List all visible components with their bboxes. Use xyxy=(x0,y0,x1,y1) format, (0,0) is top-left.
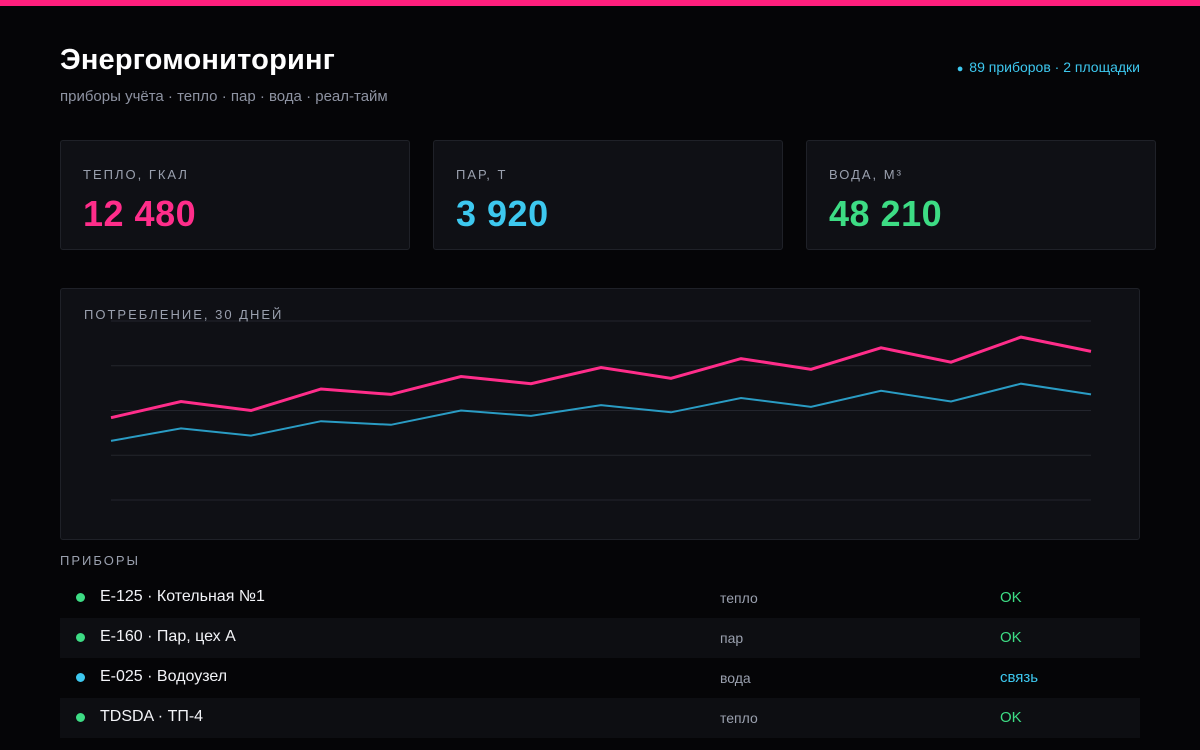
status-dot-icon xyxy=(76,633,85,642)
device-type: пар xyxy=(720,630,744,646)
device-row[interactable]: TDSDA · ТП-4 тепло OK xyxy=(60,698,1140,738)
device-status: OK xyxy=(1000,629,1022,646)
device-name: E-125 · Котельная №1 xyxy=(100,588,265,605)
page-subtitle: приборы учёта · тепло · пар · вода · реа… xyxy=(60,88,388,105)
device-type: вода xyxy=(720,670,751,686)
device-name: TDSDA · ТП-4 xyxy=(100,708,204,725)
device-list: E-125 · Котельная №1 тепло OK E-160 · Па… xyxy=(60,578,1140,738)
device-type: тепло xyxy=(720,590,758,606)
device-row[interactable]: E-025 · Водоузел вода связь xyxy=(60,658,1140,698)
chart-series-line-1 xyxy=(110,335,1092,420)
chart-series-line-2 xyxy=(110,382,1092,442)
page-title: Энергомониторинг xyxy=(60,44,336,76)
status-dot-icon xyxy=(76,593,85,602)
device-status: OK xyxy=(1000,709,1022,726)
kpi-label: ПАР, Т xyxy=(456,167,508,182)
device-name: E-025 · Водоузел xyxy=(100,668,228,685)
device-row[interactable]: E-125 · Котельная №1 тепло OK xyxy=(60,578,1140,618)
consumption-chart-panel: ПОТРЕБЛЕНИЕ, 30 ДНЕЙ xyxy=(60,288,1140,540)
header-status[interactable]: ● 89 приборов · 2 площадки xyxy=(957,59,1140,75)
kpi-label: ВОДА, М³ xyxy=(829,167,903,182)
device-status: связь xyxy=(1000,669,1039,686)
device-type: тепло xyxy=(720,710,758,726)
kpi-card-water[interactable]: ВОДА, М³ 48 210 xyxy=(806,140,1156,250)
kpi-label: ТЕПЛО, ГКАЛ xyxy=(83,167,189,182)
status-dot-icon: ● xyxy=(956,63,964,75)
chart-title: ПОТРЕБЛЕНИЕ, 30 ДНЕЙ xyxy=(84,307,284,322)
status-dot-icon xyxy=(76,673,85,682)
device-name: E-160 · Пар, цех А xyxy=(100,628,236,645)
kpi-value: 12 480 xyxy=(83,193,197,234)
devices-section-title: ПРИБОРЫ xyxy=(60,553,141,568)
device-status: OK xyxy=(1000,589,1022,606)
top-accent-bar xyxy=(0,0,1200,6)
device-row[interactable]: E-160 · Пар, цех А пар OK xyxy=(60,618,1140,658)
header-status-text: 89 приборов · 2 площадки xyxy=(969,59,1140,75)
kpi-card-heat[interactable]: ТЕПЛО, ГКАЛ 12 480 xyxy=(60,140,410,250)
status-dot-icon xyxy=(76,713,85,722)
kpi-card-steam[interactable]: ПАР, Т 3 920 xyxy=(433,140,783,250)
kpi-value: 48 210 xyxy=(829,193,943,234)
kpi-value: 3 920 xyxy=(456,193,549,234)
consumption-chart xyxy=(110,320,1092,501)
